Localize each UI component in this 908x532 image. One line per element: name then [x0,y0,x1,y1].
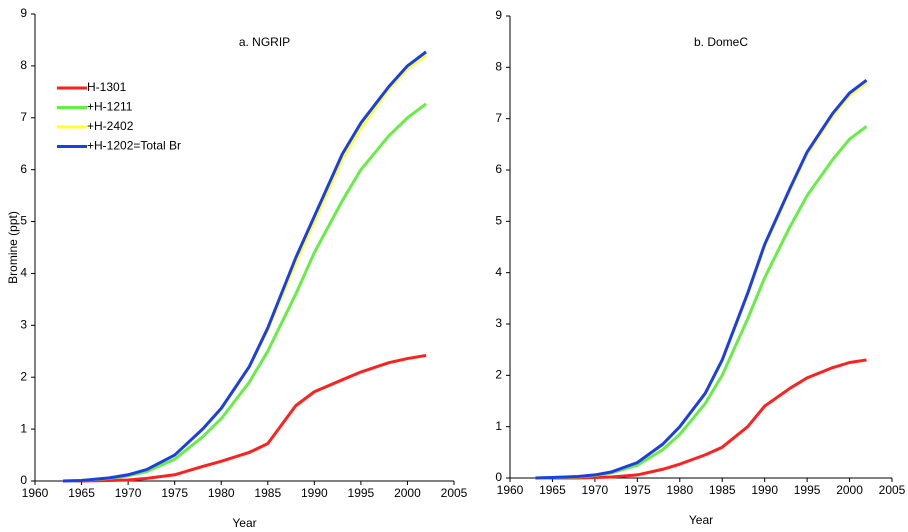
y-tick-label: 3 [495,316,502,330]
x-tick-label: 1995 [348,486,375,500]
legend-label: +H-1211 [87,100,133,114]
y-tick-label: 4 [495,265,502,279]
y-tick-label: 4 [20,266,27,280]
chart-title: a. NGRIP [239,35,290,49]
y-tick-label: 1 [495,419,502,433]
y-tick-label: 0 [20,473,27,487]
x-tick-label: 1965 [68,486,95,500]
y-tick-label: 7 [20,110,27,124]
x-tick-label: 1980 [208,486,235,500]
y-tick-label: 6 [20,162,27,176]
x-tick-label: 2000 [836,483,863,497]
x-tick-label: 1960 [22,486,49,500]
x-tick-label: 2005 [441,486,468,500]
x-axis-label: Year [232,516,256,530]
x-tick-label: 1975 [624,483,651,497]
x-tick-label: 1985 [254,486,281,500]
data-line [535,78,868,480]
data-line [62,50,427,483]
y-tick-label: 2 [495,368,502,382]
x-tick-label: 1965 [539,483,566,497]
data-line [535,125,868,480]
y-tick-label: 5 [20,214,27,228]
legend-label: H-1301 [87,80,127,94]
y-tick-label: 2 [20,369,27,383]
y-tick-label: 0 [495,470,502,484]
data-line [62,353,427,483]
y-tick-label: 1 [20,421,27,435]
x-tick-label: 1970 [582,483,609,497]
legend-label: +H-2402 [87,119,134,133]
y-tick-label: 6 [495,162,502,176]
y-axis-label: Bromine (ppt) [6,211,20,284]
x-tick-label: 1970 [115,486,142,500]
x-tick-label: 1980 [666,483,693,497]
x-tick-label: 1990 [751,483,778,497]
y-tick-label: 9 [20,6,27,20]
x-tick-label: 1990 [301,486,328,500]
y-tick-label: 5 [495,214,502,228]
data-line [535,81,868,480]
x-tick-label: 1975 [161,486,188,500]
x-tick-label: 1995 [794,483,821,497]
y-tick-label: 8 [20,58,27,72]
chart-title: b. DomeC [694,35,748,49]
data-line [62,102,427,483]
y-tick-label: 3 [20,318,27,332]
x-tick-label: 1960 [497,483,524,497]
legend-label: +H-1202=Total Br [87,139,181,153]
y-tick-label: 9 [495,8,502,22]
x-tick-label: 2005 [879,483,906,497]
x-tick-label: 1985 [709,483,736,497]
x-axis-label: Year [689,513,713,527]
y-tick-label: 7 [495,111,502,125]
data-line [535,358,867,480]
y-tick-label: 8 [495,60,502,74]
x-tick-label: 2000 [394,486,421,500]
